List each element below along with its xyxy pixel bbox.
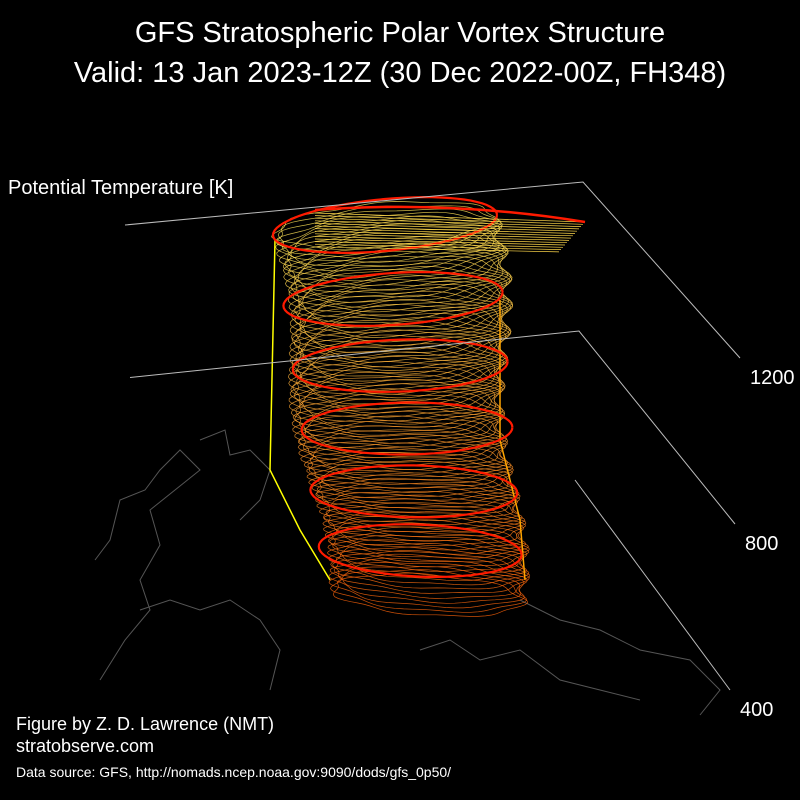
shelf-contour [314,241,564,248]
contour [316,490,519,526]
coastline [139,599,281,691]
coastline [419,639,641,701]
contour [306,461,511,497]
contour [291,287,512,347]
contour [294,303,512,363]
shelf-contour [314,220,580,230]
highlight-contour [300,401,514,456]
contour [287,266,508,324]
shelf-contour [314,230,572,239]
contour [289,324,507,382]
shelf-contour [314,225,576,234]
shelf-contour [314,246,560,253]
contour [322,511,524,547]
contour [325,502,527,537]
shelf-contour [314,217,582,227]
contour [297,430,507,470]
shelf-contour [314,223,578,232]
contour [330,569,528,613]
contour [333,550,531,590]
data-source: Data source: GFS, http://nomads.ncep.noa… [16,764,451,780]
contour [322,515,523,551]
contour [315,487,519,521]
shelf-contour [314,212,586,223]
highlight-contour [291,338,509,394]
contour [271,201,499,250]
chart-title: GFS Stratospheric Polar Vortex Structure [135,17,665,49]
shelf-contour [314,228,574,237]
contour [328,566,525,609]
contour [292,366,506,418]
z-axis-label: Potential Temperature [K] [8,177,233,199]
highlight-contour [271,195,499,255]
contour [288,374,500,425]
contour [275,211,503,263]
contour [283,242,504,298]
z-tick-label: 400 [740,699,773,721]
contour [288,320,504,378]
contour [293,361,506,414]
contour [311,469,518,505]
contour [307,451,514,489]
shelf-contour [314,215,584,225]
vortex-isosurface [269,195,586,617]
contour [289,370,503,422]
shelf-contour [314,236,568,244]
contour [291,313,510,371]
contour [300,438,508,477]
z-tick-label: 1200 [750,367,795,389]
contour [329,530,530,568]
z-tick-label: 800 [745,533,778,555]
highlight-contour [282,270,504,328]
contour [285,246,508,303]
contour [332,553,530,594]
coastline [94,449,201,681]
highlight-contour [317,523,523,578]
coastline [519,599,721,716]
contour [292,398,504,444]
contour [288,262,511,321]
shelf-edge [314,205,586,224]
coastlines [94,429,721,716]
contour [295,309,512,368]
contour [306,456,513,493]
contour [319,494,523,529]
contour [332,572,529,617]
contour [327,543,527,582]
contour [327,535,528,573]
contour [295,393,505,440]
website: stratobserve.com [16,736,154,756]
vortex-edge [269,239,331,581]
shelf-contour [314,243,562,250]
contour [287,347,501,402]
vortex-edge [499,300,526,581]
coastline [199,429,271,521]
highlight-contour [309,464,519,519]
contour [303,442,512,481]
shelf-contour [314,233,570,241]
contour [292,329,509,387]
chart-subtitle: Valid: 13 Jan 2023-12Z (30 Dec 2022-00Z,… [74,57,726,89]
contour [289,316,507,375]
contour [298,425,508,467]
shelf-contour [314,238,566,246]
contour [291,299,510,358]
credit: Figure by Z. D. Lawrence (NMT) [16,714,274,734]
grid-plane [124,181,741,359]
contour [328,562,525,604]
grid-plane [129,330,736,525]
contour [288,351,503,405]
z-tick [574,479,731,691]
contour [284,235,509,290]
contour [298,434,504,474]
